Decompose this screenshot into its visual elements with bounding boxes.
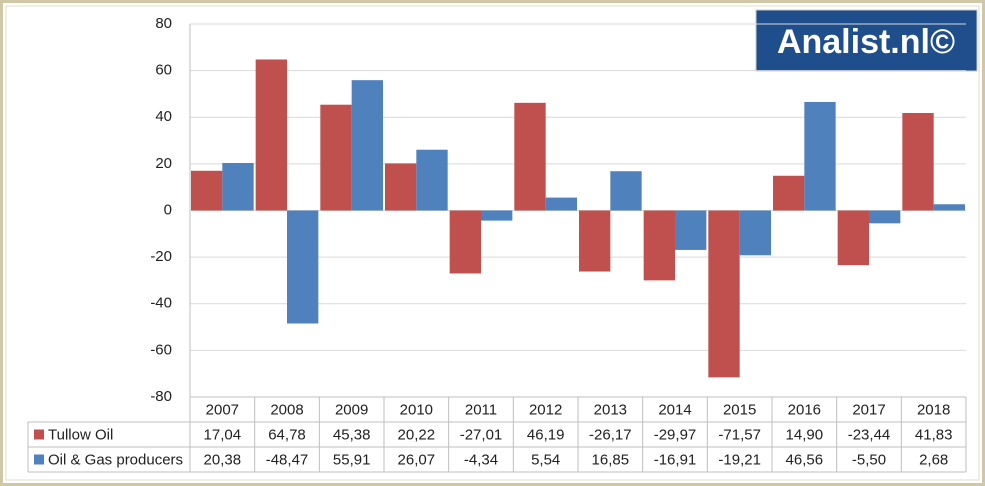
x-tick-label: 2011 [465, 401, 497, 418]
y-tick-label: 0 [164, 201, 172, 218]
value-label: -4,34 [464, 451, 498, 468]
bar [675, 210, 707, 250]
y-tick-label: -20 [150, 248, 172, 265]
value-label: -29,97 [654, 426, 697, 443]
bar [385, 163, 417, 211]
x-tick-label: 2008 [270, 401, 303, 418]
legend-swatch [34, 429, 44, 440]
bar [514, 102, 546, 211]
bar [222, 162, 254, 211]
value-label: 17,04 [204, 426, 242, 443]
value-label: 45,38 [333, 426, 371, 443]
bar [416, 149, 448, 211]
x-tick-label: 2014 [658, 401, 691, 418]
value-label: 55,91 [333, 451, 371, 468]
bar [933, 204, 965, 211]
legend-label: Oil & Gas producers [48, 451, 183, 468]
value-label: 64,78 [268, 426, 306, 443]
x-tick-label: 2018 [917, 401, 950, 418]
value-label: -48,47 [266, 451, 309, 468]
bar [610, 171, 642, 211]
bar [708, 210, 740, 378]
y-tick-label: -40 [150, 295, 172, 312]
y-tick-label: 40 [155, 108, 172, 125]
x-tick-label: 2012 [529, 401, 562, 418]
value-label: 5,54 [531, 451, 560, 468]
x-tick-label: 2013 [594, 401, 627, 418]
value-label: 46,19 [527, 426, 565, 443]
bar [320, 104, 352, 211]
bar [902, 112, 934, 211]
bar [351, 80, 383, 211]
value-label: 2,68 [919, 451, 948, 468]
value-label: 46,56 [786, 451, 824, 468]
y-tick-label: -60 [150, 341, 172, 358]
x-tick-label: 2015 [723, 401, 756, 418]
bar [869, 210, 901, 224]
bar [481, 210, 513, 221]
legend-swatch [34, 454, 44, 465]
bar [255, 59, 287, 211]
bar [773, 175, 805, 211]
value-label: 20,22 [398, 426, 436, 443]
value-label: -16,91 [654, 451, 697, 468]
value-label: 20,38 [204, 451, 242, 468]
value-label: -26,17 [589, 426, 632, 443]
value-label: -19,21 [718, 451, 761, 468]
x-tick-label: 2009 [335, 401, 368, 418]
y-tick-label: 20 [155, 155, 172, 172]
legend-label: Tullow Oil [48, 426, 113, 443]
bar [191, 170, 223, 211]
frame-inner [5, 5, 980, 481]
bar [545, 197, 577, 211]
y-tick-label: 60 [155, 62, 172, 79]
logo-box [755, 9, 978, 72]
y-tick-label: -80 [150, 388, 172, 405]
value-label: 41,83 [915, 426, 953, 443]
bar [643, 210, 675, 281]
logo: Analist.nl© [777, 23, 955, 61]
bar [837, 210, 869, 266]
bar [804, 101, 836, 211]
x-tick-label: 2016 [788, 401, 821, 418]
value-label: 14,90 [786, 426, 824, 443]
bar [287, 210, 319, 324]
y-tick-label: 80 [155, 15, 172, 32]
bar [449, 210, 481, 274]
value-label: 16,85 [592, 451, 630, 468]
value-label: -71,57 [718, 426, 761, 443]
x-tick-label: 2017 [852, 401, 885, 418]
value-label: -23,44 [848, 426, 891, 443]
value-label: 26,07 [398, 451, 436, 468]
bar [579, 210, 611, 272]
x-tick-label: 2010 [400, 401, 433, 418]
x-tick-label: 2007 [206, 401, 239, 418]
value-label: -5,50 [852, 451, 886, 468]
value-label: -27,01 [460, 426, 503, 443]
bar [739, 210, 771, 256]
